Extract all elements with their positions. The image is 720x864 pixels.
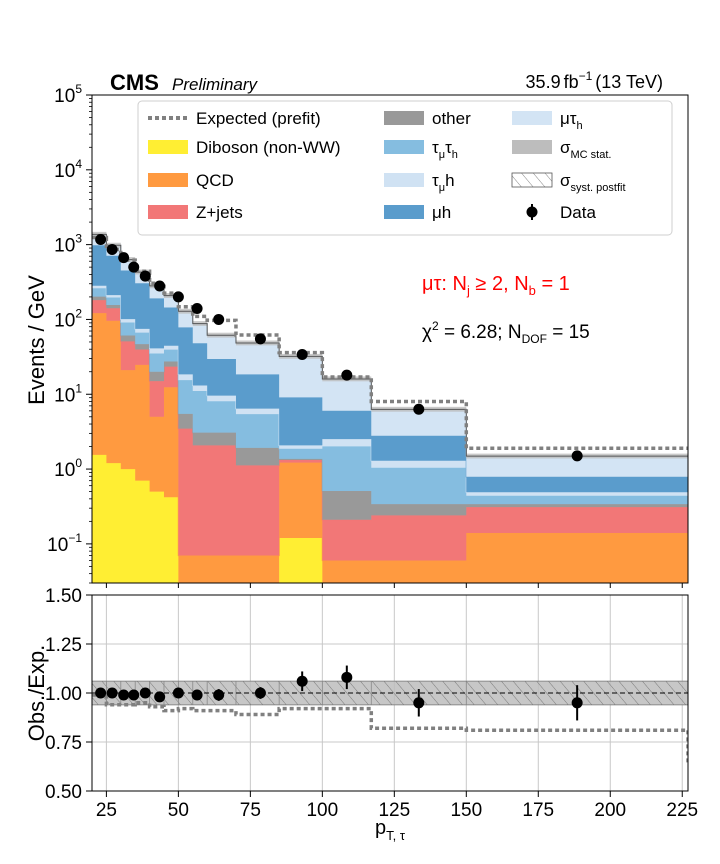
legend-swatch [384, 173, 424, 187]
ratio-y-tick-label: 1.50 [45, 586, 82, 607]
ratio-y-tick-label: 1.25 [45, 635, 82, 656]
ratio-point [154, 691, 166, 703]
data-point [296, 348, 308, 360]
ratio-point [95, 687, 107, 699]
y-tick-label: 105 [54, 82, 82, 107]
data-point [106, 244, 118, 256]
stack-area-1 [92, 313, 688, 583]
main-frame [91, 94, 689, 584]
legend-swatch [384, 205, 424, 219]
legend-label: μh [432, 203, 451, 222]
legend-label: τμτh [432, 138, 458, 161]
y-tick-label: 100 [54, 456, 82, 481]
legend-label: Data [560, 203, 596, 222]
x-tick-label: 125 [378, 800, 410, 821]
ratio-y-axis: 0.50 0.75 1.00 1.25 1.50 [45, 586, 92, 803]
data-point [139, 270, 151, 282]
legend-label: Expected (prefit) [196, 109, 321, 128]
legend-swatch [512, 140, 552, 154]
legend-swatch [148, 205, 188, 219]
ratio-point [296, 675, 308, 687]
data-point [95, 234, 107, 246]
ratio-point [254, 687, 266, 699]
data-point [128, 261, 140, 273]
legend-swatch [384, 140, 424, 154]
data-point [571, 450, 583, 462]
legend-label: other [432, 109, 471, 128]
prefit-ratio-line [92, 693, 688, 764]
data-point [118, 252, 130, 264]
ratio-point [341, 671, 353, 683]
legend-box [137, 100, 673, 236]
x-tick-label: 225 [666, 800, 698, 821]
data-point [191, 303, 203, 315]
ratio-point [571, 697, 583, 709]
x-tick-label: 100 [306, 800, 338, 821]
ratio-y-label: Obs./Exp. [24, 645, 49, 742]
x-axis-label: pT, τ [375, 817, 406, 843]
stack-area-3 [92, 296, 688, 520]
main-x-axis [105, 583, 683, 588]
x-tick-label: 50 [168, 800, 189, 821]
ratio-point [191, 689, 203, 701]
legend-label: Z+jets [196, 203, 243, 222]
ratio-point [139, 687, 151, 699]
ratio-point [128, 689, 140, 701]
y-tick-label: 10−1 [47, 531, 82, 556]
legend: Expected (prefit) Diboson (non-WW) QCD Z+je… [137, 100, 673, 236]
chi2-annotation: χ2 = 6.28; NDOF = 15 [422, 319, 590, 346]
x-tick-label: 25 [96, 800, 117, 821]
category-annotation: μτ: Nj ≥ 2, Nb = 1 [422, 273, 570, 298]
ratio-layer [92, 595, 688, 791]
legend-label: σMC stat. [560, 138, 611, 161]
ratio-point [106, 687, 118, 699]
ratio-y-tick-label: 0.50 [45, 782, 82, 803]
legend-swatch [526, 206, 538, 218]
ratio-y-tick-label: 1.00 [45, 684, 82, 705]
legend-swatch [148, 140, 188, 154]
legend-swatch [148, 173, 188, 187]
data-point [172, 291, 184, 303]
legend-swatch [512, 111, 552, 125]
lumi-label: 35.9 fb−1 (13 TeV) [526, 69, 663, 92]
legend-swatch [511, 172, 553, 188]
y-tick-label: 102 [54, 306, 82, 331]
legend-label: τμh [432, 171, 455, 194]
main-y-label: Events / GeV [24, 275, 49, 405]
experiment-label: CMS [110, 70, 159, 95]
main-panel: 10−1 100 101 102 103 104 105 Events / GeV μτ: … [24, 82, 689, 588]
stack-area-6 [92, 245, 688, 493]
legend-label: Diboson (non-WW) [196, 138, 341, 157]
ratio-panel: 0.500.751.001.251.50 25 50 75 100 125 150 175 2… [24, 586, 698, 843]
data-point [254, 333, 266, 345]
x-tick-label: 175 [522, 800, 554, 821]
data-point [213, 313, 225, 325]
status-label: Preliminary [172, 75, 259, 94]
legend-swatch [384, 111, 424, 125]
stack-layer [92, 233, 688, 583]
data-point [154, 280, 166, 292]
overlay-layer [92, 231, 688, 462]
legend-label: μτh [560, 109, 583, 132]
stack-area-2 [92, 300, 688, 561]
data-point [413, 403, 425, 415]
ratio-point [118, 689, 130, 701]
stack-area-7 [92, 234, 688, 477]
x-tick-label: 150 [450, 800, 482, 821]
ratio-x-axis: 25 50 75 100 125 150 175 200 225 [96, 791, 698, 821]
ratio-point [413, 697, 425, 709]
legend-label: σsyst. postfit [560, 171, 626, 194]
y-tick-label: 101 [54, 381, 82, 406]
main-y-axis: 10−1 100 101 102 103 104 105 [47, 82, 92, 584]
ratio-y-tick-label: 0.75 [45, 733, 82, 754]
data-point [341, 369, 353, 381]
ratio-point [172, 687, 184, 699]
y-tick-label: 103 [54, 232, 82, 257]
ratio-point [213, 689, 225, 701]
legend-label: QCD [196, 171, 234, 190]
x-tick-label: 75 [240, 800, 261, 821]
y-tick-label: 104 [54, 157, 82, 182]
x-tick-label: 200 [594, 800, 626, 821]
